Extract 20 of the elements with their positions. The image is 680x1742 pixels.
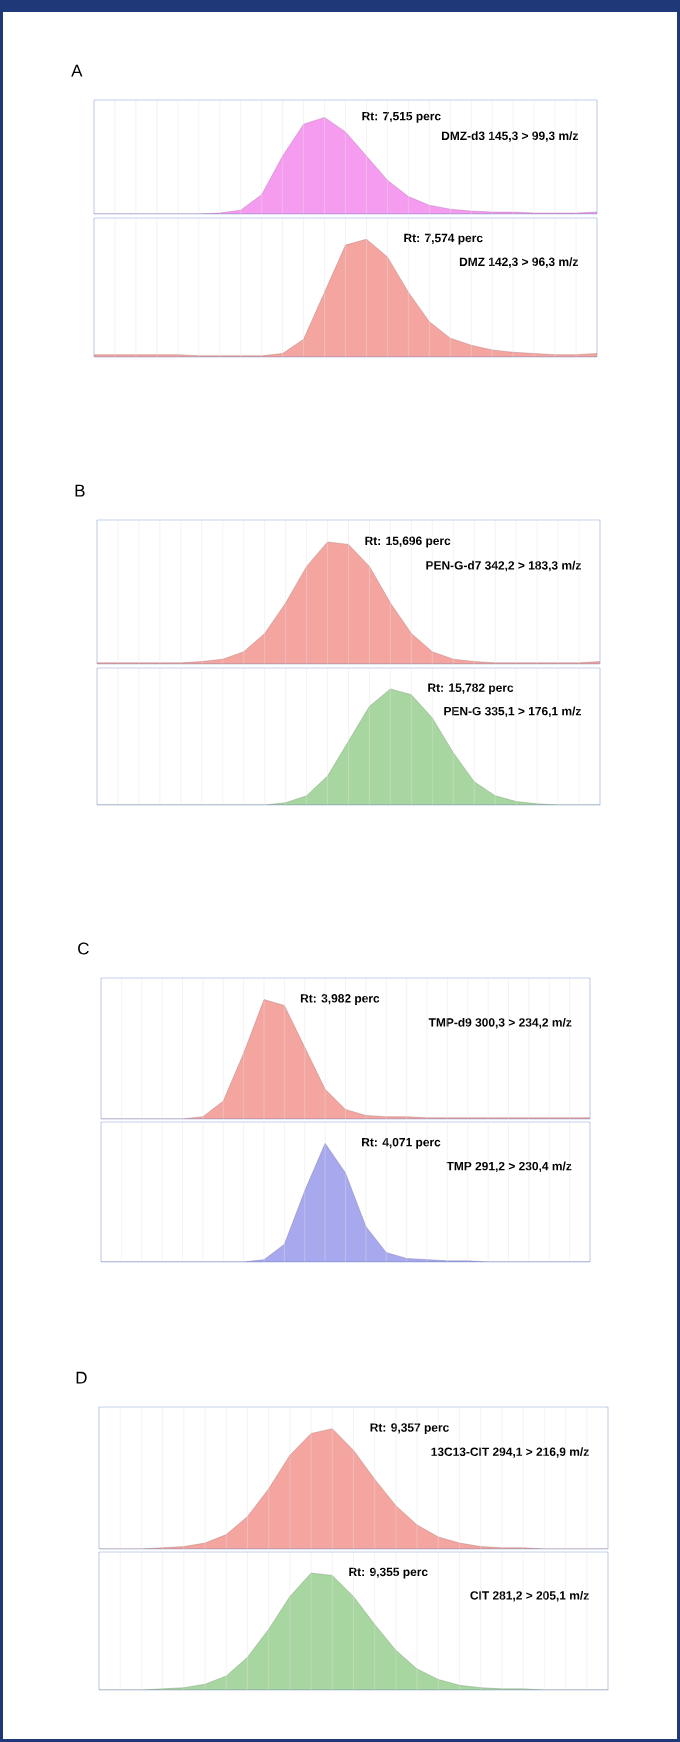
annotation: Rt: 9,355 perc [349,1567,428,1579]
annotation: PEN-G 335,1 > 176,1 m/z [444,706,581,718]
annotation: 13C13-CIT 294,1 > 216,9 m/z [431,1447,589,1458]
annotation: Rt: 15,696 perc [365,536,451,548]
annotation: DMZ-d3 145,3 > 99,3 m/z [441,131,578,142]
annotation: PEN-G-d7 342,2 > 183,3 m/z [426,560,581,572]
annotation: Rt: 7,515 perc [362,112,441,123]
annotation: TMP-d9 300,3 > 234,2 m/z [428,1017,572,1029]
annotation: TMP 291,2 > 230,4 m/z [446,1161,572,1173]
annotation: Rt: 9,357 perc [370,1423,449,1435]
chart-title: C [78,942,89,955]
annotation: Rt: 4,071 perc [362,1137,441,1149]
annotation: Rt: 15,782 perc [428,683,514,695]
annotation: CIT 281,2 > 205,1 m/z [470,1590,589,1602]
annotation: Rt: 3,982 perc [300,994,380,1005]
chart-title: D [76,1371,87,1384]
annotation: Rt: 7,574 perc [404,233,483,245]
chart-title: A [71,64,83,77]
annotation: DMZ 142,3 > 96,3 m/z [459,257,578,268]
chart-title: B [75,484,85,497]
